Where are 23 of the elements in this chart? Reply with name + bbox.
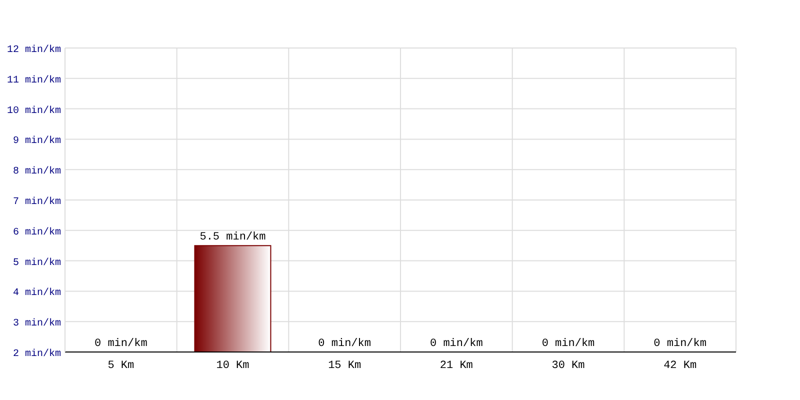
text: 0 min/km <box>94 338 148 350</box>
x-tick-label: 10 Km <box>216 360 250 372</box>
y-tick-label: 2 min/km <box>12 348 61 360</box>
text: 0 min/km <box>430 338 483 350</box>
y-tick-label: 6 min/km <box>12 226 61 238</box>
text: 0 min/km <box>654 338 706 350</box>
y-tick-label: 7 min/km <box>12 196 61 208</box>
x-tick-label: 15 Km <box>328 360 362 372</box>
y-tick-label: 5 min/km <box>12 256 61 269</box>
x-tick-label: 30 Km <box>552 360 586 372</box>
y-tick-label: 11 min/km <box>6 74 61 86</box>
y-tick-label: 8 min/km <box>12 166 61 178</box>
y-tick-label: 9 min/km <box>12 135 61 148</box>
x-tick-label: 42 Km <box>664 360 697 372</box>
y-tick-label: 3 min/km <box>12 318 61 330</box>
x-tick-label: 5 Km <box>108 360 135 372</box>
y-tick-label: 4 min/km <box>12 287 61 300</box>
x-tick-label: 21 Km <box>440 360 474 372</box>
y-tick-label: 10 min/km <box>6 104 61 117</box>
y-tick-label: 12 min/km <box>6 44 61 56</box>
text: 0 min/km <box>542 338 595 350</box>
data-label: 5.5 min/km <box>200 232 266 244</box>
text: 0 min/km <box>318 338 371 350</box>
